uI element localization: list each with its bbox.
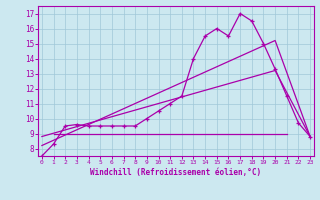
X-axis label: Windchill (Refroidissement éolien,°C): Windchill (Refroidissement éolien,°C) [91,168,261,177]
